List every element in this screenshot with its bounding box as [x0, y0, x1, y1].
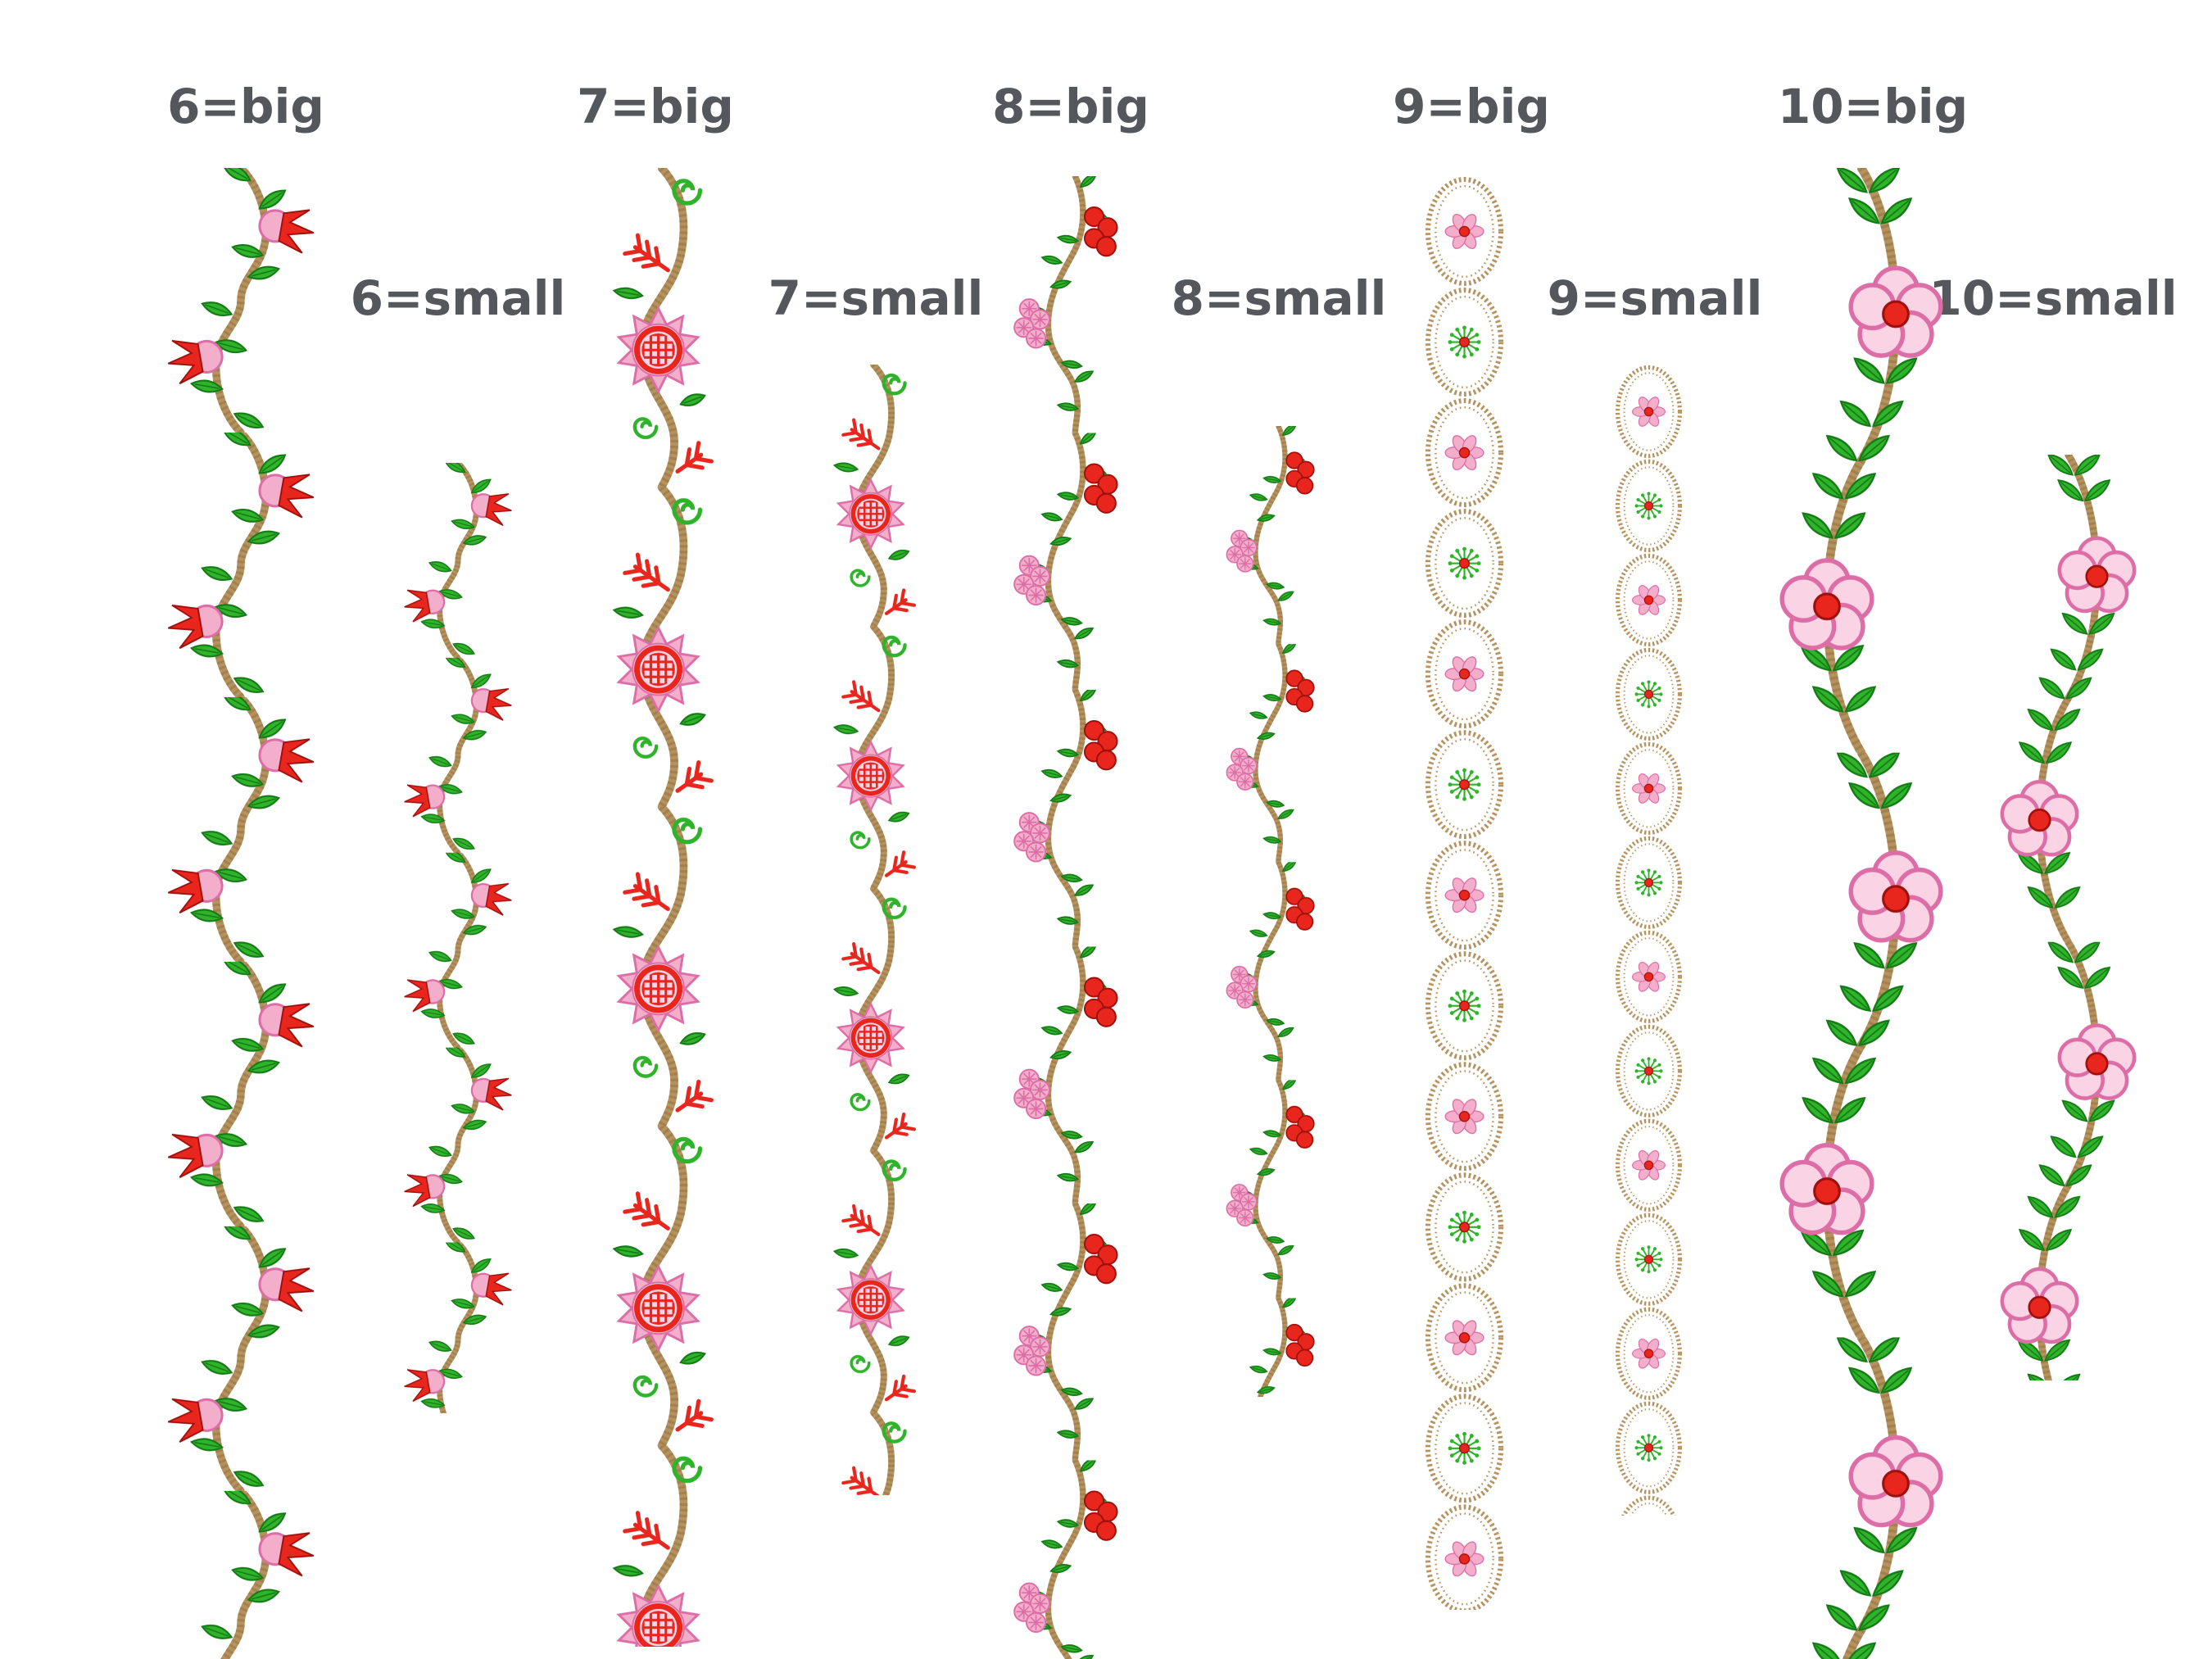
label-7-small: 7=small — [768, 270, 984, 326]
strip-6-big — [163, 168, 319, 1659]
strip-6-small — [401, 463, 515, 1413]
label-6-big: 6=big — [167, 79, 324, 134]
strip-7-big — [582, 168, 741, 1647]
strip-8-big — [999, 176, 1135, 1659]
strip-7-small — [808, 365, 939, 1495]
strip-8-small — [1214, 426, 1329, 1397]
label-10-small: 10=small — [1929, 270, 2178, 326]
label-9-small: 9=small — [1547, 270, 1763, 326]
label-10-big: 10=big — [1777, 79, 1969, 134]
label-8-big: 8=big — [992, 79, 1149, 134]
strip-10-small — [1997, 455, 2140, 1380]
strip-9-big — [1409, 176, 1520, 1610]
label-7-big: 7=big — [577, 79, 734, 134]
label-8-small: 8=small — [1171, 270, 1387, 326]
label-6-small: 6=small — [350, 270, 566, 326]
strip-9-small — [1602, 365, 1696, 1516]
label-9-big: 9=big — [1393, 79, 1550, 134]
strip-10-big — [1775, 168, 1947, 1659]
